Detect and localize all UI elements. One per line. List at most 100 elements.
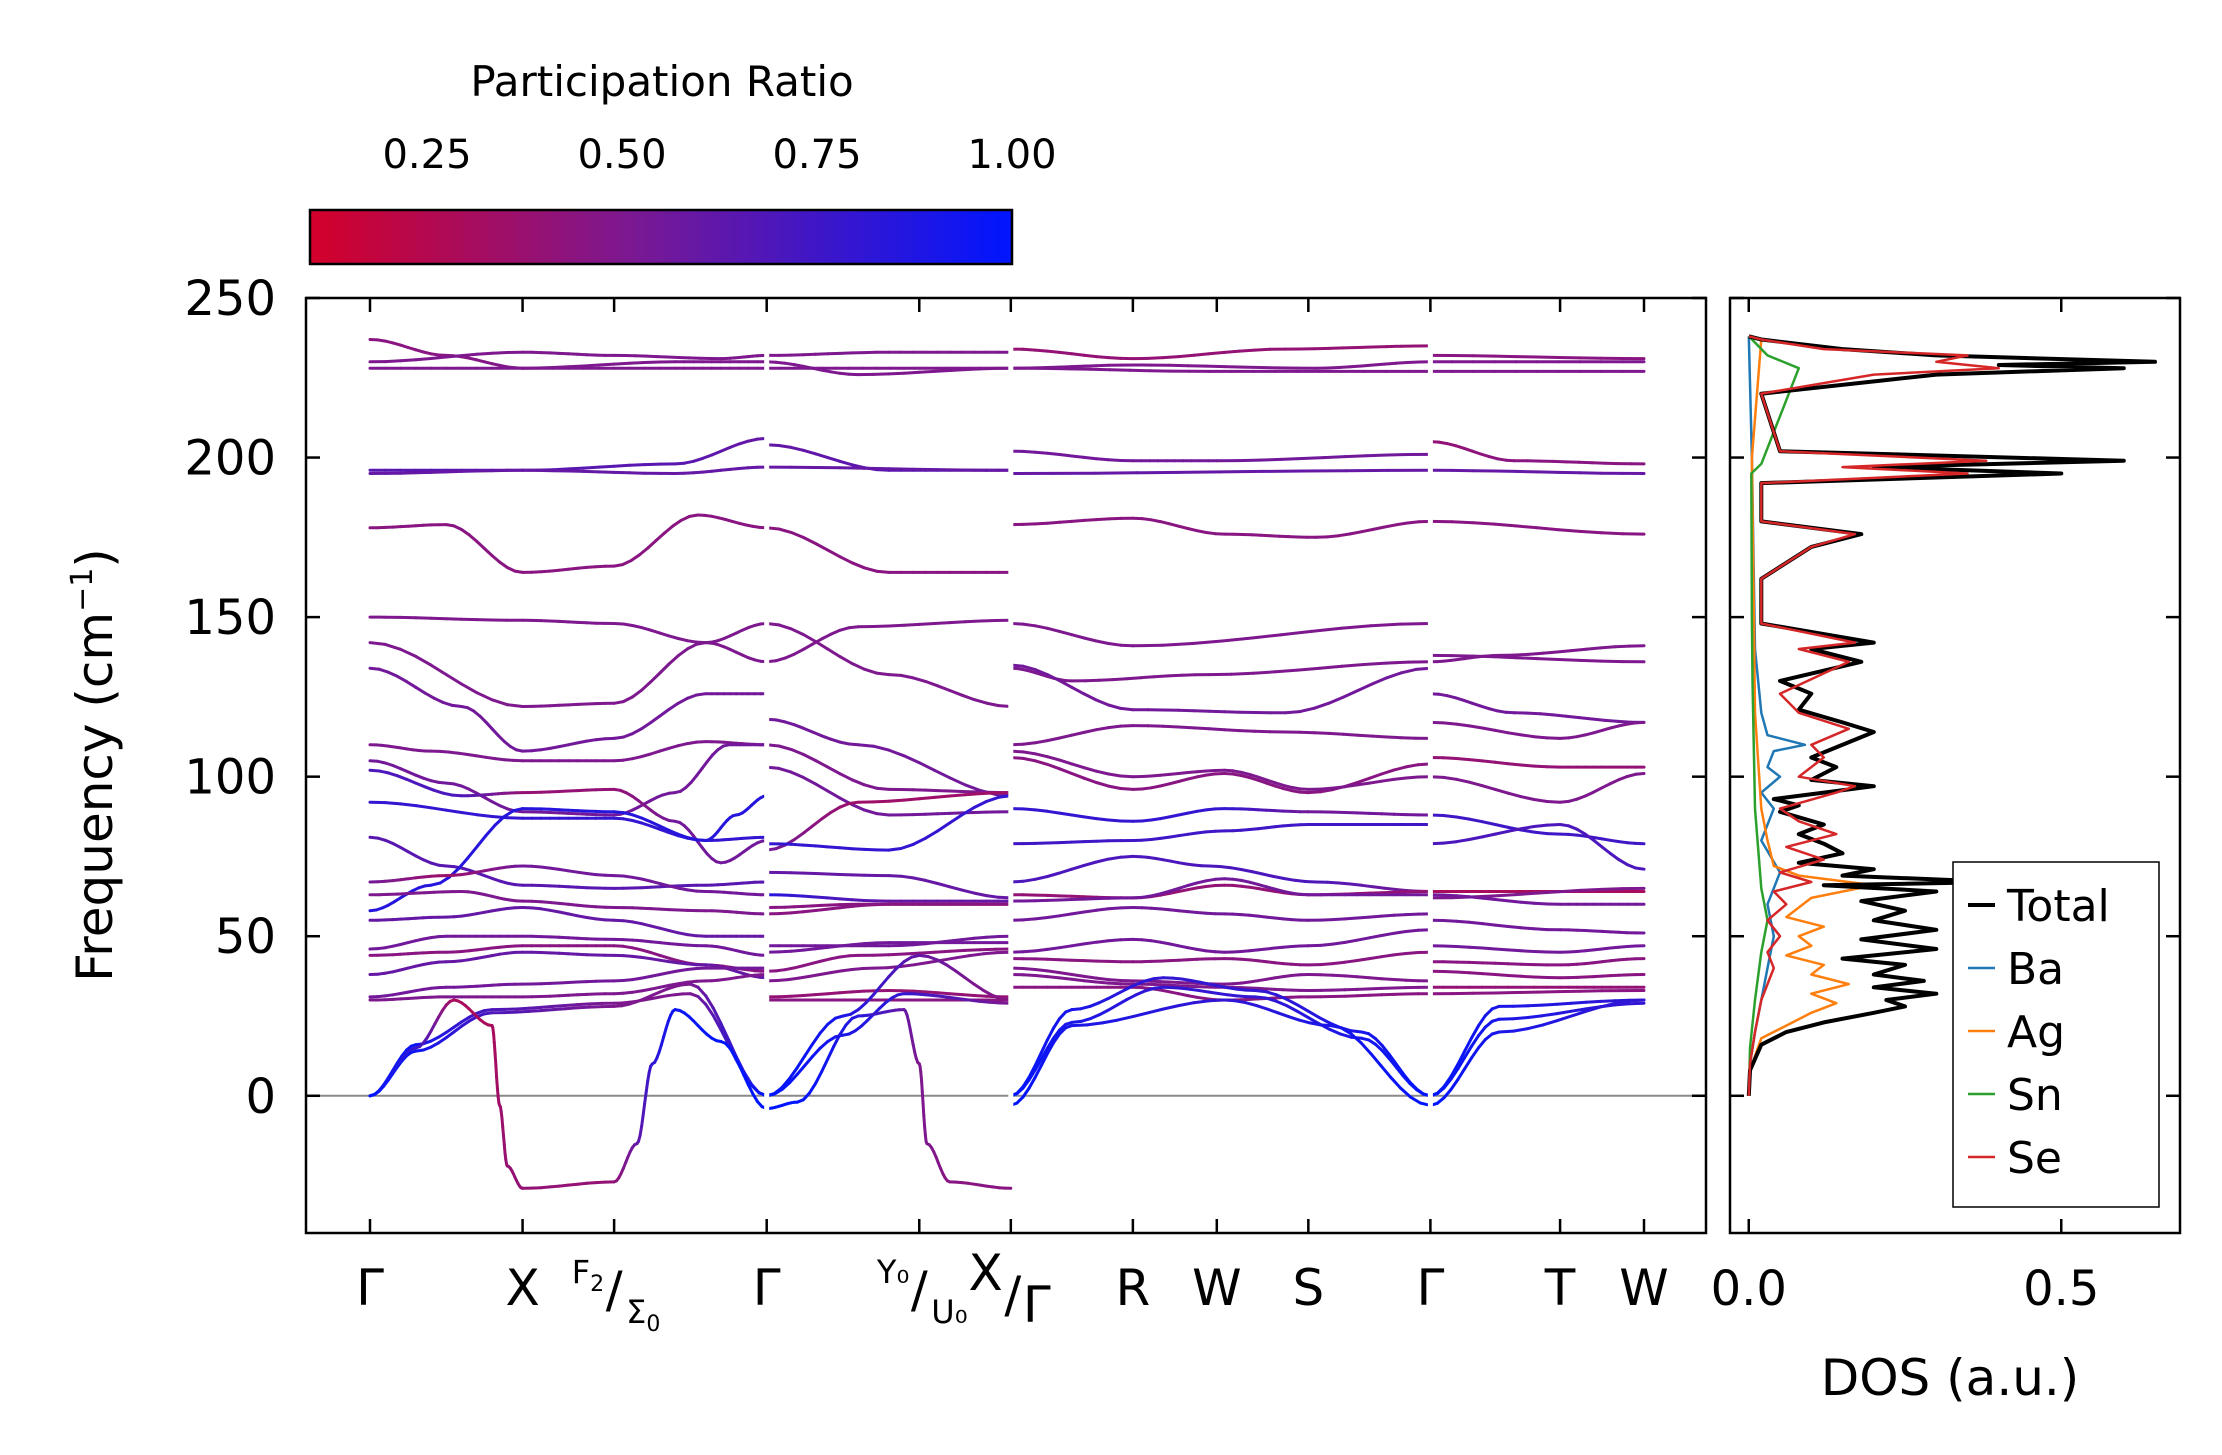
band-segment bbox=[1467, 724, 1484, 730]
band-segment bbox=[1082, 860, 1098, 867]
band-35 bbox=[368, 966, 1646, 999]
band-segment bbox=[1283, 710, 1302, 715]
band-segment bbox=[1186, 994, 1199, 999]
band-segment bbox=[405, 680, 418, 689]
band-segment bbox=[1238, 348, 1257, 353]
band-segment bbox=[627, 463, 647, 467]
band-segment bbox=[1399, 667, 1418, 675]
band-segment bbox=[710, 468, 723, 473]
band-segment bbox=[948, 992, 964, 997]
band-segment bbox=[963, 783, 982, 792]
band-segment bbox=[1298, 730, 1316, 735]
band-segment bbox=[1493, 923, 1510, 928]
band-segment bbox=[1045, 451, 1062, 456]
band-segment bbox=[444, 808, 463, 814]
band-segment bbox=[438, 875, 451, 885]
band-segment bbox=[1493, 947, 1510, 952]
band-segment bbox=[1385, 735, 1403, 740]
band-segment bbox=[783, 966, 796, 972]
band-segment bbox=[1360, 883, 1375, 889]
band-segment bbox=[850, 942, 866, 947]
band-segment bbox=[1186, 831, 1199, 836]
band-segment bbox=[936, 821, 952, 833]
band-segment bbox=[460, 1015, 471, 1024]
band-segment bbox=[1392, 930, 1408, 935]
band-segment bbox=[1190, 639, 1224, 645]
band-segment bbox=[1318, 664, 1344, 670]
band-segment bbox=[1192, 726, 1211, 731]
band-110 bbox=[368, 720, 1646, 795]
band-segment bbox=[658, 824, 671, 832]
band-segment bbox=[1094, 639, 1110, 645]
band-segment bbox=[566, 352, 579, 356]
band-segment bbox=[1355, 975, 1371, 980]
band-segment bbox=[1519, 795, 1536, 801]
band-segment bbox=[1236, 458, 1261, 463]
band-segment bbox=[696, 995, 708, 1006]
band-segment bbox=[1213, 877, 1226, 881]
band-segment bbox=[1514, 891, 1539, 897]
band-segment bbox=[1343, 916, 1359, 921]
band-segment bbox=[1325, 366, 1341, 370]
band-segment bbox=[1222, 728, 1242, 733]
band-segment bbox=[399, 802, 418, 808]
segment-breaks bbox=[764, 318, 1433, 1153]
band-segment bbox=[1532, 823, 1549, 828]
band-segment bbox=[850, 898, 866, 902]
band-segment bbox=[1082, 974, 1098, 980]
band-segment bbox=[1186, 770, 1199, 774]
dos-series-total bbox=[1746, 334, 2157, 1096]
band-segment bbox=[551, 1007, 567, 1012]
band-segment bbox=[1265, 1007, 1280, 1015]
band-segment bbox=[460, 528, 471, 537]
band-segment bbox=[1532, 764, 1549, 769]
band-segment bbox=[457, 751, 470, 756]
band-segment bbox=[432, 696, 445, 704]
acoustic-TA1 bbox=[368, 953, 1646, 1098]
band-segment bbox=[1526, 1023, 1544, 1031]
band-segment bbox=[1506, 791, 1523, 799]
band-segment bbox=[963, 792, 982, 797]
band-segment bbox=[1058, 733, 1074, 740]
band-segment bbox=[1355, 811, 1371, 815]
band-segment bbox=[1180, 977, 1193, 982]
band-segment bbox=[801, 448, 817, 456]
band-segment bbox=[777, 444, 793, 449]
band-segment bbox=[621, 811, 634, 817]
band-segment bbox=[566, 566, 579, 571]
band-segment bbox=[1369, 1052, 1383, 1067]
band-segment bbox=[775, 978, 790, 982]
band-segment bbox=[1116, 998, 1129, 1007]
band-segment bbox=[1514, 524, 1539, 530]
band-segment bbox=[777, 911, 793, 916]
band-segment bbox=[1177, 992, 1190, 998]
band-segment bbox=[644, 354, 659, 359]
band-segment bbox=[1094, 980, 1110, 985]
band-segment bbox=[1088, 367, 1112, 372]
band-segment bbox=[1355, 987, 1371, 991]
band-segment bbox=[1204, 911, 1217, 916]
band-segment bbox=[484, 823, 497, 837]
band-segment bbox=[1107, 1003, 1120, 1012]
band-segment bbox=[899, 842, 915, 850]
band-segment bbox=[640, 885, 653, 890]
band-segment bbox=[1441, 944, 1458, 948]
band-segment bbox=[801, 364, 814, 370]
band-segment bbox=[1079, 1017, 1092, 1023]
band-segment bbox=[1058, 629, 1074, 637]
band-segment bbox=[777, 744, 793, 751]
band-segment bbox=[960, 993, 976, 997]
band-segment bbox=[1306, 1009, 1321, 1019]
band-segment bbox=[1070, 973, 1086, 978]
band-segment bbox=[1033, 1051, 1043, 1067]
band-segment bbox=[1177, 1001, 1196, 1008]
band-segment bbox=[945, 963, 958, 973]
band-segment bbox=[1168, 983, 1181, 988]
band-segment bbox=[826, 647, 842, 659]
band-segment bbox=[789, 530, 805, 539]
band-segment bbox=[814, 352, 830, 356]
band-segment bbox=[1506, 974, 1523, 978]
band-segment bbox=[576, 1005, 592, 1010]
band-segment bbox=[850, 803, 866, 812]
band-segment bbox=[548, 908, 561, 914]
